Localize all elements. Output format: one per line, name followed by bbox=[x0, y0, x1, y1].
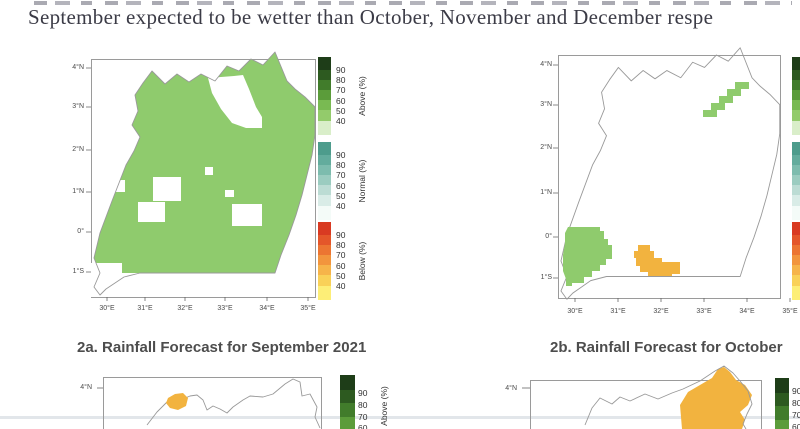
axis-tick-marks bbox=[86, 67, 309, 301]
lon-tick: 33°E bbox=[696, 308, 712, 315]
colorbar-above-label: Above (%) bbox=[357, 76, 367, 116]
intro-sentence: September expected to be wetter than Oct… bbox=[28, 5, 714, 29]
map-frame-2b bbox=[558, 55, 781, 299]
map-frame-2a bbox=[91, 59, 316, 298]
above-normal-region-southwest bbox=[563, 227, 612, 286]
cb-tick: 70 bbox=[792, 410, 800, 420]
cb-tick: 80 bbox=[336, 160, 346, 171]
cb-tick: 80 bbox=[336, 75, 346, 86]
cb-tick: 50 bbox=[336, 190, 346, 201]
uganda-outline bbox=[560, 47, 781, 300]
uganda-map-partial-right bbox=[522, 365, 753, 429]
lon-tick: 32°E bbox=[653, 308, 669, 315]
axis-tick-marks bbox=[553, 64, 791, 302]
lon-tick: 32°E bbox=[177, 305, 193, 312]
caption-2b: 2b. Rainfall Forecast for October bbox=[550, 339, 783, 356]
cb-tick: 60 bbox=[336, 180, 346, 191]
lon-tick: 30°E bbox=[99, 305, 115, 312]
below-normal-region-northeast bbox=[680, 367, 752, 429]
lat-tick: 0° bbox=[77, 228, 84, 235]
cb-tick: 90 bbox=[336, 230, 346, 240]
uganda-outline bbox=[93, 51, 316, 296]
scan-fold-line bbox=[0, 416, 800, 419]
uganda-map-partial-left bbox=[97, 378, 321, 429]
cb-tick: 40 bbox=[336, 200, 346, 211]
lat-tick: 2°N bbox=[540, 144, 552, 151]
cb-tick: 90 bbox=[358, 388, 368, 398]
lat-tick: 3°N bbox=[72, 103, 84, 110]
colorbar-normal-label: Normal (%) bbox=[357, 159, 367, 203]
lat-tick: 0° bbox=[545, 233, 552, 240]
lon-tick: 34°E bbox=[259, 305, 275, 312]
cb-tick: 70 bbox=[358, 412, 368, 422]
map-frame-partial bbox=[530, 380, 762, 429]
colorbar-above-label-partial: Above (%) bbox=[379, 386, 389, 426]
colorbar-below-label: Below (%) bbox=[357, 241, 367, 281]
cb-tick: 60 bbox=[792, 422, 800, 429]
no-data-wedge bbox=[208, 75, 262, 128]
above-normal-region bbox=[94, 52, 315, 295]
colorbar-normal-ticks: 90 80 70 60 50 40 bbox=[336, 151, 352, 210]
colorbar-above bbox=[318, 57, 331, 135]
lon-tick: 31°E bbox=[137, 305, 153, 312]
colorbar-above-ticks: 90 80 70 60 50 40 bbox=[336, 66, 352, 125]
lon-tick: 33°E bbox=[217, 305, 233, 312]
colorbar-below-ticks: 90 80 70 60 50 40 bbox=[336, 231, 352, 290]
colorbar-above-partial bbox=[340, 375, 355, 429]
lat-tick: 4°N bbox=[72, 64, 84, 71]
cb-tick: 50 bbox=[336, 270, 346, 281]
colorbar-above-partial bbox=[775, 378, 789, 429]
cb-tick: 50 bbox=[336, 105, 346, 116]
above-normal-region-northeast bbox=[703, 82, 749, 117]
colorbar-normal-clipped bbox=[792, 142, 800, 220]
colorbar-below-clipped bbox=[792, 222, 800, 300]
cb-tick: 40 bbox=[336, 115, 346, 126]
colorbar-below bbox=[318, 222, 331, 300]
lat-tick: 3°N bbox=[540, 101, 552, 108]
lon-tick: 35°E bbox=[782, 308, 798, 315]
lon-tick: 30°E bbox=[567, 308, 583, 315]
lon-tick: 31°E bbox=[610, 308, 626, 315]
cb-tick: 90 bbox=[336, 65, 346, 75]
lat-tick: 1°S bbox=[540, 274, 552, 281]
cb-tick: 60 bbox=[358, 423, 368, 429]
lat-tick: 1°N bbox=[540, 189, 552, 196]
cb-tick: 90 bbox=[336, 150, 346, 160]
map-frame-partial bbox=[103, 377, 322, 429]
cb-tick: 80 bbox=[358, 400, 368, 410]
below-normal-region-south bbox=[634, 245, 680, 276]
cb-tick: 70 bbox=[336, 170, 346, 181]
cb-tick: 40 bbox=[336, 280, 346, 291]
cb-tick: 80 bbox=[336, 240, 346, 251]
below-normal-region-small bbox=[166, 393, 188, 410]
lat-tick: 2°N bbox=[72, 146, 84, 153]
lon-tick: 34°E bbox=[739, 308, 755, 315]
colorbar-normal bbox=[318, 142, 331, 220]
lat-tick: 4°N bbox=[540, 61, 552, 68]
cb-tick: 60 bbox=[336, 260, 346, 271]
colorbar-above-clipped bbox=[792, 57, 800, 135]
uganda-map-september bbox=[86, 51, 316, 301]
lake-victoria-white bbox=[91, 263, 122, 297]
lat-tick: 1°N bbox=[72, 188, 84, 195]
caption-2a: 2a. Rainfall Forecast for September 2021 bbox=[77, 339, 367, 356]
cb-tick: 60 bbox=[336, 95, 346, 106]
lat-tick: 4°N bbox=[80, 384, 92, 391]
cb-tick: 70 bbox=[336, 85, 346, 96]
lat-tick: 1°S bbox=[72, 268, 84, 275]
uganda-north-border bbox=[584, 365, 753, 429]
cb-tick: 70 bbox=[336, 250, 346, 261]
lon-tick: 35°E bbox=[300, 305, 316, 312]
clipped-text-line bbox=[34, 1, 792, 5]
uganda-map-october bbox=[553, 47, 791, 302]
cb-tick: 90 bbox=[792, 386, 800, 396]
cb-tick: 80 bbox=[792, 398, 800, 408]
lat-tick: 4°N bbox=[505, 385, 517, 392]
